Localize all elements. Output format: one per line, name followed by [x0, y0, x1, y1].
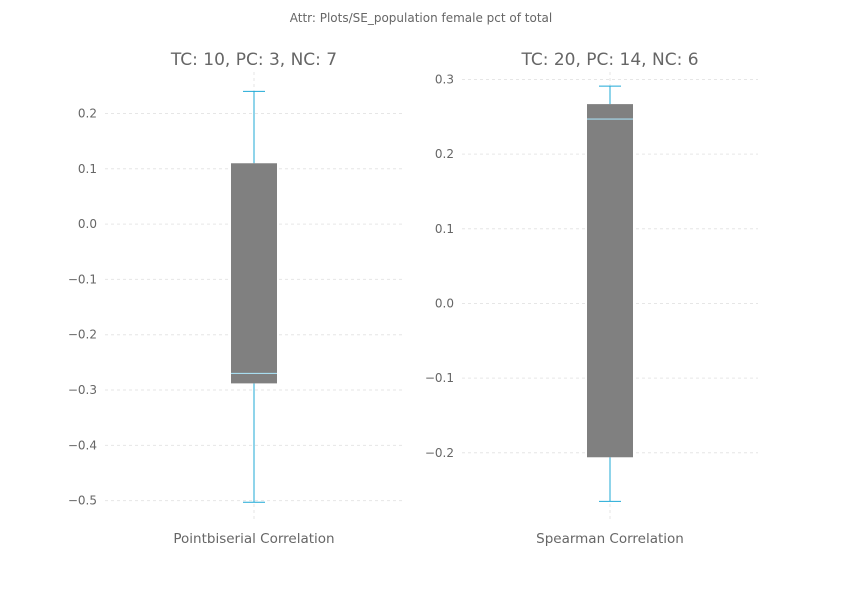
spearman-panel: TC: 20, PC: 14, NC: 6 Spearman Correlati… — [425, 50, 758, 547]
y-tick-label: −0.1 — [425, 371, 454, 385]
figure-suptitle: Attr: Plots/SE_population female pct of … — [289, 11, 553, 25]
y-tick-label: 0.2 — [435, 147, 454, 161]
x-category-label: Spearman Correlation — [536, 531, 684, 547]
y-tick-label: −0.2 — [425, 446, 454, 460]
pointbiserial-panel: TC: 10, PC: 3, NC: 7 Pointbiserial Corre… — [68, 50, 402, 547]
box-iqr — [231, 163, 277, 384]
y-tick-label: 0.0 — [435, 296, 454, 310]
y-tick-label: −0.2 — [68, 328, 97, 342]
y-tick-label: 0.2 — [78, 106, 97, 120]
y-tick-label: 0.1 — [78, 162, 97, 176]
x-category-label: Pointbiserial Correlation — [173, 531, 334, 547]
box-iqr — [587, 104, 633, 458]
y-tick-label: 0.0 — [78, 217, 97, 231]
panel-title: TC: 10, PC: 3, NC: 7 — [170, 50, 337, 70]
y-tick-label: 0.3 — [435, 72, 454, 86]
y-tick-label: 0.1 — [435, 222, 454, 236]
y-tick-label: −0.5 — [68, 494, 97, 508]
y-tick-label: −0.1 — [68, 272, 97, 286]
y-tick-label: −0.4 — [68, 438, 97, 452]
panel-title: TC: 20, PC: 14, NC: 6 — [520, 50, 698, 70]
y-tick-label: −0.3 — [68, 383, 97, 397]
